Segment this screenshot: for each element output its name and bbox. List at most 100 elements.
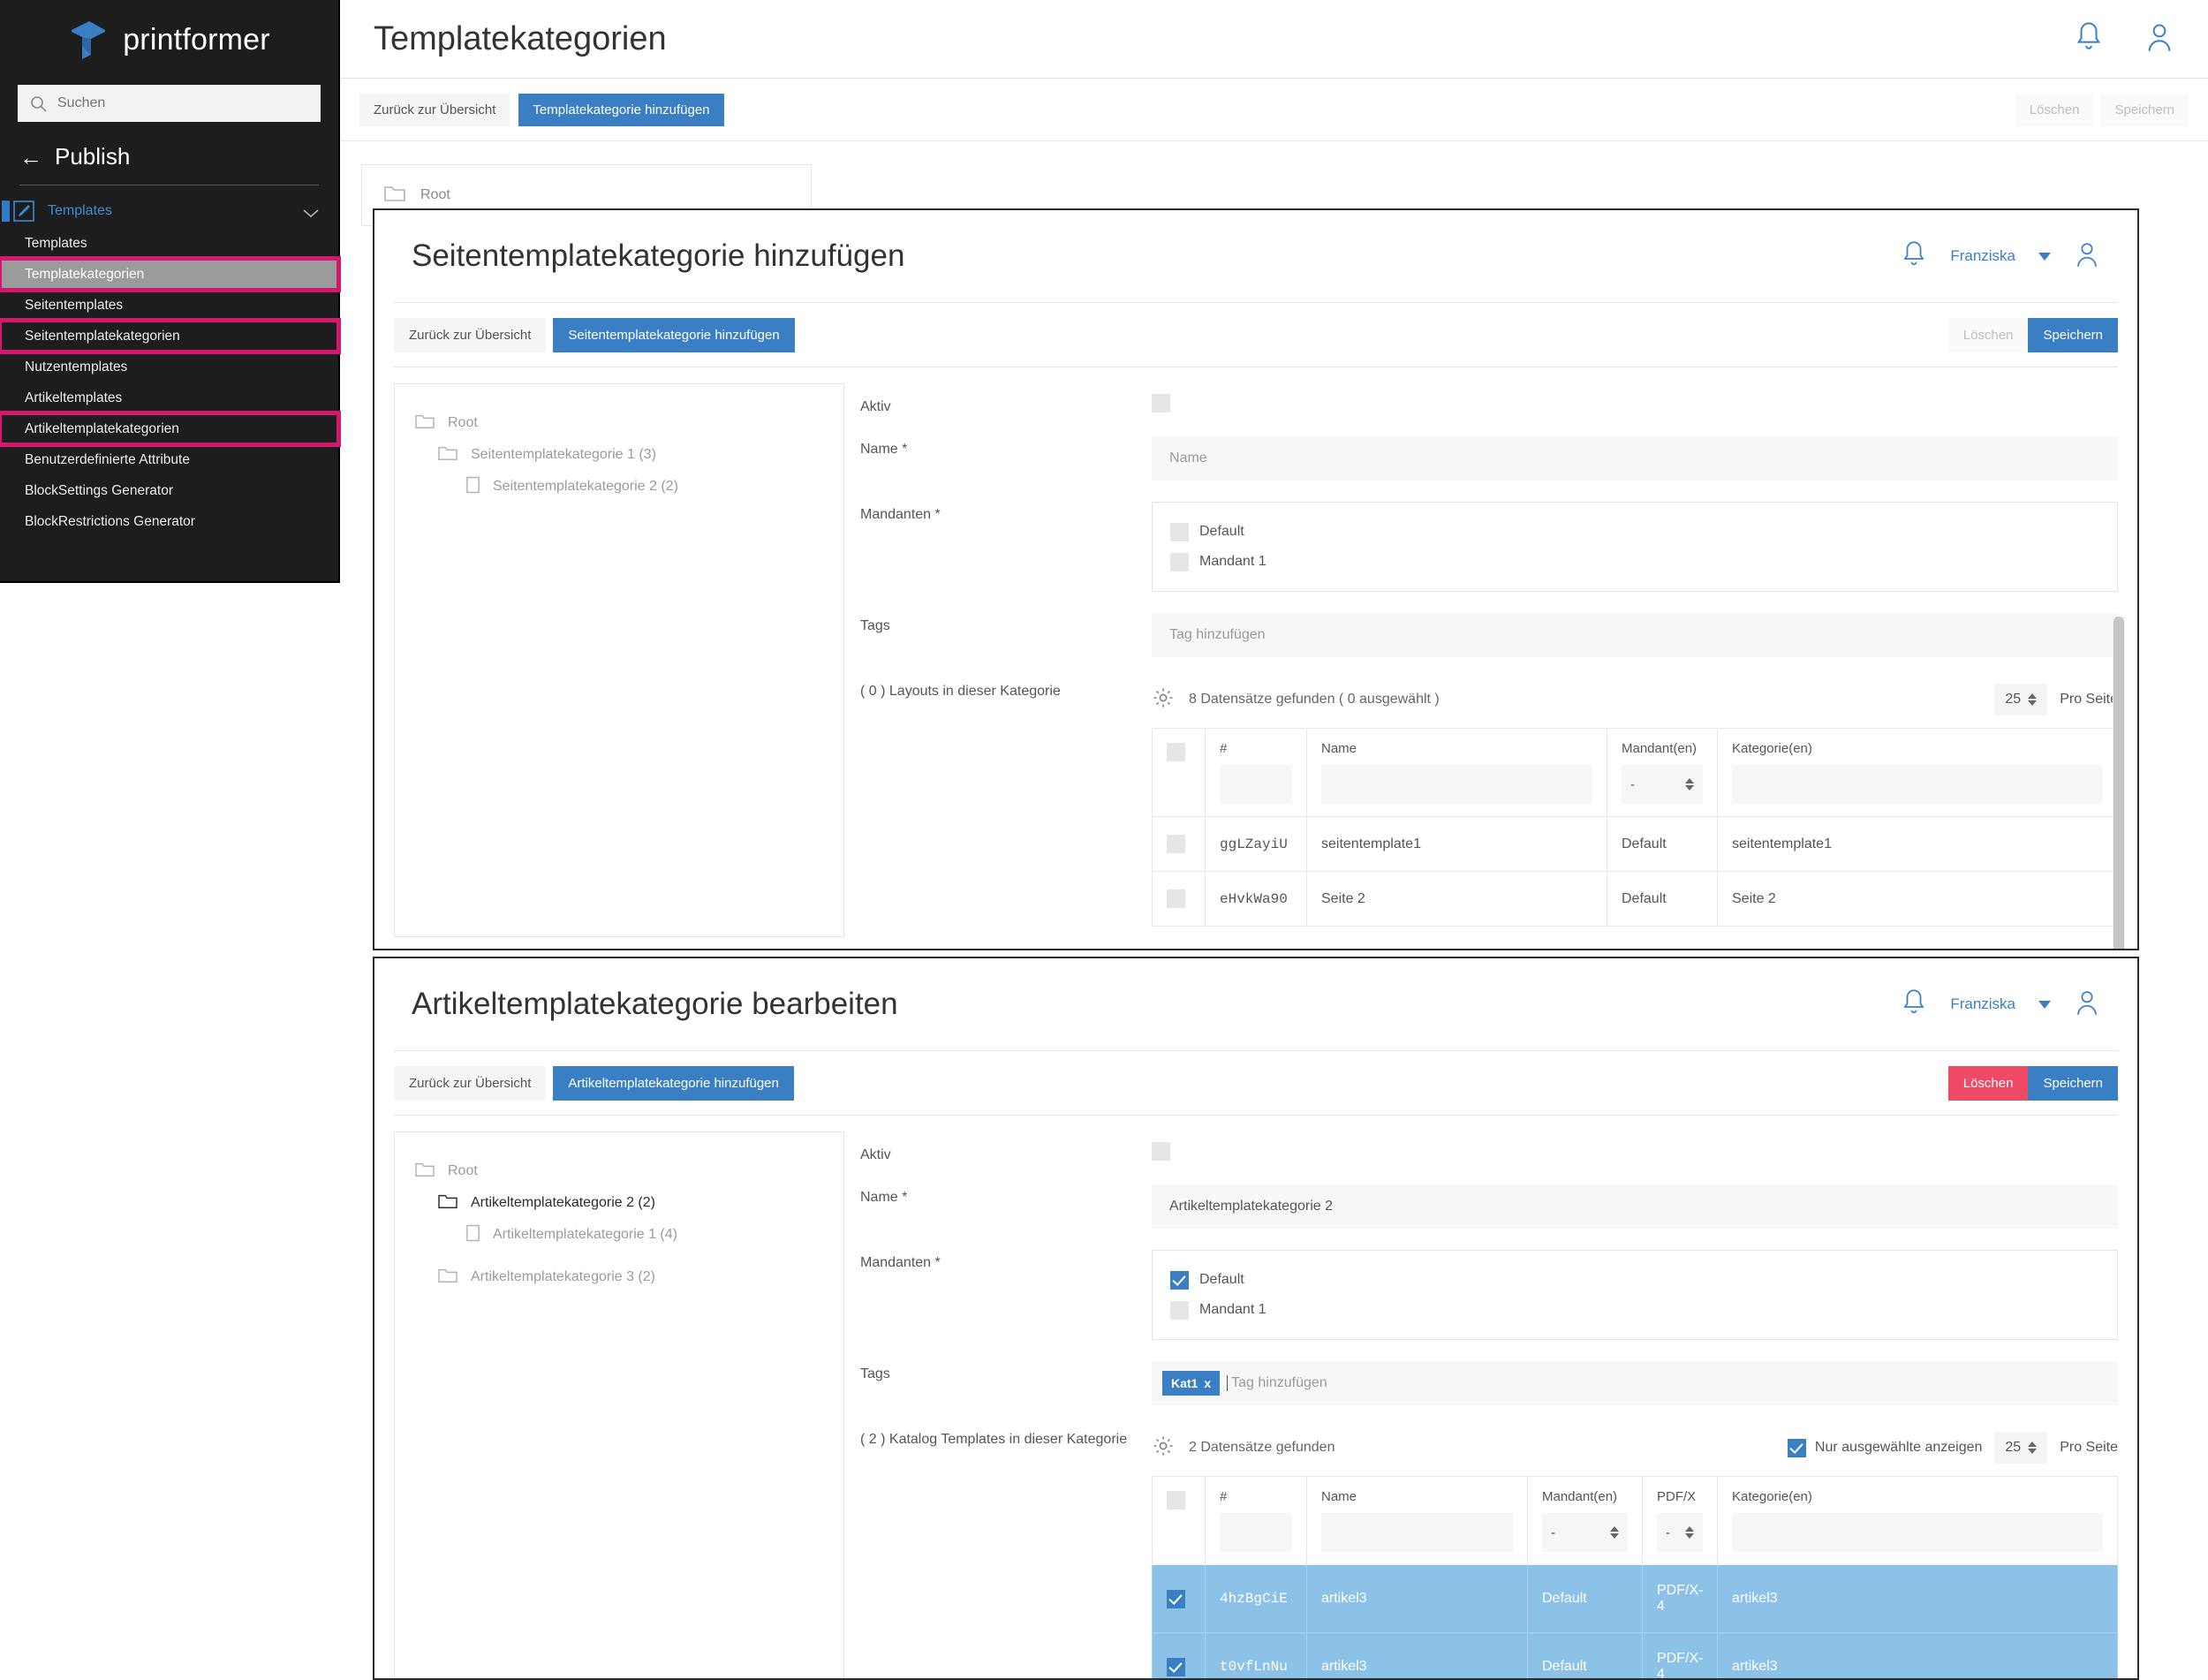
add-artikeltemplate-category-button[interactable]: Artikeltemplatekategorie hinzufügen — [553, 1065, 794, 1101]
caret-down-icon[interactable] — [2038, 252, 2051, 261]
mandant-checkbox[interactable] — [1170, 1270, 1189, 1290]
filter-name[interactable] — [1321, 765, 1592, 804]
mandant-checkbox[interactable] — [1170, 552, 1189, 571]
column-id[interactable]: # — [1205, 1476, 1307, 1565]
aktiv-checkbox[interactable] — [1152, 1142, 1170, 1161]
tag-chip[interactable]: Kat1 x — [1162, 1371, 1221, 1396]
back-to-overview-button[interactable]: Zurück zur Übersicht — [359, 93, 510, 126]
search-input[interactable] — [57, 95, 308, 111]
per-page-selector[interactable]: 25 — [1994, 1432, 2048, 1464]
spinner-icon[interactable] — [1685, 1526, 1694, 1539]
row-select[interactable] — [1152, 871, 1206, 927]
delete-button[interactable]: Löschen — [2015, 93, 2094, 126]
only-selected-checkbox[interactable] — [1787, 1438, 1806, 1457]
back-to-overview-button[interactable]: Zurück zur Übersicht — [394, 1065, 547, 1101]
user-name-label[interactable]: Franziska — [1950, 247, 2015, 264]
name-input[interactable]: Name — [1152, 436, 2118, 481]
row-select[interactable] — [1152, 816, 1206, 872]
filter-id[interactable] — [1220, 1513, 1292, 1552]
bell-icon[interactable] — [1901, 988, 1927, 1022]
tree-item-artikeltemplatekategorie-1[interactable]: Artikeltemplatekategorie 1 (4) — [395, 1219, 843, 1251]
mandant-option-mandant1[interactable]: Mandant 1 — [1170, 547, 2099, 577]
sidebar-item-templatekategorien[interactable]: Templatekategorien — [0, 256, 341, 292]
name-input[interactable]: Artikeltemplatekategorie 2 — [1152, 1184, 2118, 1229]
spinner-icon[interactable] — [2028, 1442, 2038, 1454]
filter-kategorie[interactable] — [1732, 765, 2103, 804]
column-id[interactable]: # — [1205, 728, 1307, 817]
table-row[interactable]: 4hzBgCiE artikel3 Default PDF/X-4 artike… — [1152, 1564, 2118, 1633]
filter-mandant[interactable]: - — [1622, 765, 1703, 804]
filter-kategorie[interactable] — [1732, 1513, 2103, 1552]
mandant-checkbox[interactable] — [1170, 1300, 1189, 1320]
sidebar-item-blockrestrictions-generator[interactable]: BlockRestrictions Generator — [0, 506, 338, 537]
row-checkbox[interactable] — [1167, 1589, 1185, 1608]
user-icon[interactable] — [2144, 20, 2174, 58]
save-button[interactable]: Speichern — [2028, 1065, 2118, 1101]
caret-down-icon[interactable] — [2038, 1000, 2051, 1009]
tree-item-artikeltemplatekategorie-2[interactable]: Artikeltemplatekategorie 2 (2) — [395, 1187, 843, 1219]
select-all-checkbox[interactable] — [1167, 743, 1185, 761]
sidebar-item-artikeltemplates[interactable]: Artikeltemplates — [0, 382, 338, 413]
sidebar-item-templates[interactable]: Templates — [0, 228, 338, 259]
sidebar-item-seitentemplatekategorien[interactable]: Seitentemplatekategorien — [0, 318, 341, 354]
gear-icon[interactable] — [1152, 1434, 1175, 1462]
row-checkbox[interactable] — [1167, 835, 1185, 853]
filter-name[interactable] — [1321, 1513, 1513, 1552]
bell-icon[interactable] — [2074, 20, 2104, 58]
save-button[interactable]: Speichern — [2028, 317, 2118, 352]
spinner-icon[interactable] — [1685, 778, 1694, 791]
mandant-option-default[interactable]: Default — [1170, 1265, 2099, 1295]
sidebar-item-nutzentemplates[interactable]: Nutzentemplates — [0, 352, 338, 382]
search-box[interactable] — [18, 85, 321, 122]
row-checkbox[interactable] — [1167, 889, 1185, 908]
add-template-category-button[interactable]: Templatekategorie hinzufügen — [518, 93, 724, 126]
tree-item-root[interactable]: Root — [395, 407, 843, 439]
tags-input[interactable]: Kat1 x Tag hinzufügen — [1152, 1361, 2118, 1405]
user-icon[interactable] — [2074, 239, 2100, 274]
column-mandant[interactable]: Mandant(en) - — [1607, 728, 1718, 817]
delete-button[interactable]: Löschen — [1947, 317, 2029, 352]
sidebar-item-blocksettings-generator[interactable]: BlockSettings Generator — [0, 475, 338, 506]
sidebar-item-seitentemplates[interactable]: Seitentemplates — [0, 290, 338, 321]
save-button[interactable]: Speichern — [2100, 93, 2189, 126]
gear-icon[interactable] — [1152, 686, 1175, 714]
filter-id[interactable] — [1220, 765, 1292, 804]
column-pdfx[interactable]: PDF/X - — [1642, 1476, 1718, 1565]
filter-pdfx[interactable]: - — [1657, 1513, 1703, 1552]
table-row[interactable]: ggLZayiU seitentemplate1 Default seitent… — [1152, 816, 2118, 872]
mandant-option-default[interactable]: Default — [1170, 517, 2099, 547]
delete-button[interactable]: Löschen — [1947, 1065, 2029, 1101]
tag-remove-icon[interactable]: x — [1204, 1376, 1212, 1390]
spinner-icon[interactable] — [1610, 1526, 1619, 1539]
spinner-icon[interactable] — [2028, 693, 2038, 706]
user-icon[interactable] — [2074, 988, 2100, 1022]
chevron-down-icon[interactable] — [303, 207, 319, 217]
table-row[interactable]: t0vfLnNu artikel3 Default PDF/X-4 artike… — [1152, 1632, 2118, 1678]
aktiv-checkbox[interactable] — [1152, 394, 1170, 412]
mandant-option-mandant1[interactable]: Mandant 1 — [1170, 1295, 2099, 1325]
table-row[interactable]: eHvkWa90 Seite 2 Default Seite 2 — [1152, 871, 2118, 927]
only-selected-toggle[interactable]: Nur ausgewählte anzeigen — [1787, 1438, 1982, 1457]
sidebar-group-templates[interactable]: Templates — [0, 194, 338, 228]
user-name-label[interactable]: Franziska — [1950, 995, 2015, 1012]
row-select[interactable] — [1152, 1632, 1206, 1678]
column-kategorie[interactable]: Kategorie(en) — [1717, 1476, 2118, 1565]
per-page-selector[interactable]: 25 — [1994, 684, 2048, 715]
panel-scrollbar[interactable] — [2113, 617, 2125, 949]
scrollbar-thumb[interactable] — [2113, 617, 2124, 949]
publish-back-link[interactable]: ← Publish — [0, 122, 338, 181]
sidebar-item-benutzerdefinierte-attribute[interactable]: Benutzerdefinierte Attribute — [0, 444, 338, 475]
bell-icon[interactable] — [1901, 239, 1927, 274]
tree-item-seitentemplatekategorie-2[interactable]: Seitentemplatekategorie 2 (2) — [395, 471, 843, 503]
back-to-overview-button[interactable]: Zurück zur Übersicht — [394, 317, 547, 352]
tree-item-root[interactable]: Root — [395, 1155, 843, 1187]
row-select[interactable] — [1152, 1564, 1206, 1633]
column-kategorie[interactable]: Kategorie(en) — [1717, 728, 2118, 817]
column-name[interactable]: Name — [1306, 1476, 1528, 1565]
tags-input[interactable]: Tag hinzufügen — [1152, 613, 2118, 657]
row-checkbox[interactable] — [1167, 1657, 1185, 1676]
tree-item-seitentemplatekategorie-1[interactable]: Seitentemplatekategorie 1 (3) — [395, 439, 843, 471]
add-seitentemplate-category-button[interactable]: Seitentemplatekategorie hinzufügen — [553, 317, 795, 352]
column-mandant[interactable]: Mandant(en) - — [1527, 1476, 1643, 1565]
mandant-checkbox[interactable] — [1170, 522, 1189, 541]
